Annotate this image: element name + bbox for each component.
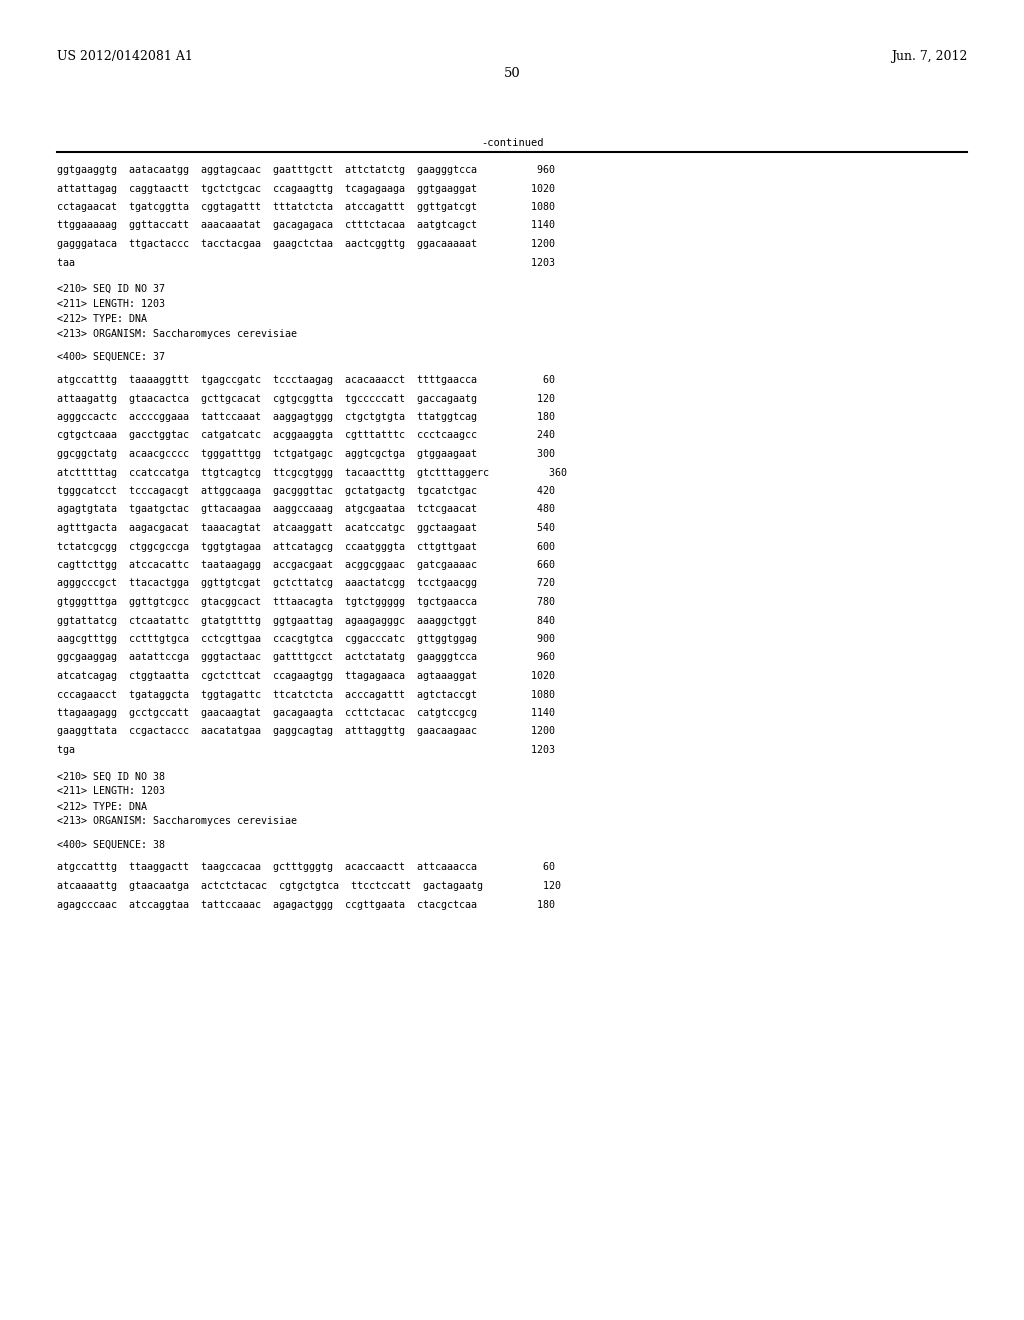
Text: <210> SEQ ID NO 38: <210> SEQ ID NO 38 (57, 771, 165, 781)
Text: gtgggtttga  ggttgtcgcc  gtacggcact  tttaacagta  tgtctggggg  tgctgaacca          : gtgggtttga ggttgtcgcc gtacggcact tttaaca… (57, 597, 555, 607)
Text: cagttcttgg  atccacattc  taataagagg  accgacgaat  acggcggaac  gatcgaaaac          : cagttcttgg atccacattc taataagagg accgacg… (57, 560, 555, 570)
Text: <210> SEQ ID NO 37: <210> SEQ ID NO 37 (57, 284, 165, 294)
Text: ggcggctatg  acaacgcccc  tgggatttgg  tctgatgagc  aggtcgctga  gtggaagaat          : ggcggctatg acaacgcccc tgggatttgg tctgatg… (57, 449, 555, 459)
Text: <213> ORGANISM: Saccharomyces cerevisiae: <213> ORGANISM: Saccharomyces cerevisiae (57, 329, 297, 339)
Text: atgccatttg  ttaaggactt  taagccacaa  gctttgggtg  acaccaactt  attcaaacca          : atgccatttg ttaaggactt taagccacaa gctttgg… (57, 862, 555, 873)
Text: ttagaagagg  gcctgccatt  gaacaagtat  gacagaagta  ccttctacac  catgtccgcg         1: ttagaagagg gcctgccatt gaacaagtat gacagaa… (57, 708, 555, 718)
Text: atgccatttg  taaaaggttt  tgagccgatc  tccctaagag  acacaaacct  ttttgaacca          : atgccatttg taaaaggttt tgagccgatc tccctaa… (57, 375, 555, 385)
Text: ggtattatcg  ctcaatattc  gtatgttttg  ggtgaattag  agaagagggc  aaaggctggt          : ggtattatcg ctcaatattc gtatgttttg ggtgaat… (57, 615, 555, 626)
Text: <213> ORGANISM: Saccharomyces cerevisiae: <213> ORGANISM: Saccharomyces cerevisiae (57, 817, 297, 826)
Text: <212> TYPE: DNA: <212> TYPE: DNA (57, 314, 147, 323)
Text: agtttgacta  aagacgacat  taaacagtat  atcaaggatt  acatccatgc  ggctaagaat          : agtttgacta aagacgacat taaacagtat atcaagg… (57, 523, 555, 533)
Text: cctagaacat  tgatcggtta  cggtagattt  tttatctcta  atccagattt  ggttgatcgt         1: cctagaacat tgatcggtta cggtagattt tttatct… (57, 202, 555, 213)
Text: ttggaaaaag  ggttaccatt  aaacaaatat  gacagagaca  ctttctacaa  aatgtcagct         1: ttggaaaaag ggttaccatt aaacaaatat gacagag… (57, 220, 555, 231)
Text: <400> SEQUENCE: 38: <400> SEQUENCE: 38 (57, 840, 165, 850)
Text: ggcgaaggag  aatattccga  gggtactaac  gattttgcct  actctatatg  gaagggtcca          : ggcgaaggag aatattccga gggtactaac gattttg… (57, 652, 555, 663)
Text: attattagag  caggtaactt  tgctctgcac  ccagaagttg  tcagagaaga  ggtgaaggat         1: attattagag caggtaactt tgctctgcac ccagaag… (57, 183, 555, 194)
Text: atcatcagag  ctggtaatta  cgctcttcat  ccagaagtgg  ttagagaaca  agtaaaggat         1: atcatcagag ctggtaatta cgctcttcat ccagaag… (57, 671, 555, 681)
Text: US 2012/0142081 A1: US 2012/0142081 A1 (57, 50, 193, 63)
Text: aagcgtttgg  cctttgtgca  cctcgttgaa  ccacgtgtca  cggacccatc  gttggtggag          : aagcgtttgg cctttgtgca cctcgttgaa ccacgtg… (57, 634, 555, 644)
Text: Jun. 7, 2012: Jun. 7, 2012 (891, 50, 967, 63)
Text: <211> LENGTH: 1203: <211> LENGTH: 1203 (57, 787, 165, 796)
Text: tga                                                                            1: tga 1 (57, 744, 555, 755)
Text: atcaaaattg  gtaacaatga  actctctacac  cgtgctgtca  ttcctccatt  gactagaatg         : atcaaaattg gtaacaatga actctctacac cgtgct… (57, 880, 561, 891)
Text: <211> LENGTH: 1203: <211> LENGTH: 1203 (57, 300, 165, 309)
Text: agagtgtata  tgaatgctac  gttacaagaa  aaggccaaag  atgcgaataa  tctcgaacat          : agagtgtata tgaatgctac gttacaagaa aaggcca… (57, 504, 555, 515)
Text: tgggcatcct  tcccagacgt  attggcaaga  gacgggttac  gctatgactg  tgcatctgac          : tgggcatcct tcccagacgt attggcaaga gacgggt… (57, 486, 555, 496)
Text: attaagattg  gtaacactca  gcttgcacat  cgtgcggtta  tgcccccatt  gaccagaatg          : attaagattg gtaacactca gcttgcacat cgtgcgg… (57, 393, 555, 404)
Text: agggccactc  accccggaaa  tattccaaat  aaggagtggg  ctgctgtgta  ttatggtcag          : agggccactc accccggaaa tattccaaat aaggagt… (57, 412, 555, 422)
Text: taa                                                                            1: taa 1 (57, 257, 555, 268)
Text: ggtgaaggtg  aatacaatgg  aggtagcaac  gaatttgctt  attctatctg  gaagggtcca          : ggtgaaggtg aatacaatgg aggtagcaac gaatttg… (57, 165, 555, 176)
Text: agagcccaac  atccaggtaa  tattccaaac  agagactggg  ccgttgaata  ctacgctcaa          : agagcccaac atccaggtaa tattccaaac agagact… (57, 899, 555, 909)
Text: <400> SEQUENCE: 37: <400> SEQUENCE: 37 (57, 352, 165, 362)
Text: <212> TYPE: DNA: <212> TYPE: DNA (57, 801, 147, 812)
Text: -continued: -continued (480, 139, 544, 148)
Text: gagggataca  ttgactaccc  tacctacgaa  gaagctctaa  aactcggttg  ggacaaaaat         1: gagggataca ttgactaccc tacctacgaa gaagctc… (57, 239, 555, 249)
Text: gaaggttata  ccgactaccc  aacatatgaa  gaggcagtag  atttaggttg  gaacaagaac         1: gaaggttata ccgactaccc aacatatgaa gaggcag… (57, 726, 555, 737)
Text: agggcccgct  ttacactgga  ggttgtcgat  gctcttatcg  aaactatcgg  tcctgaacgg          : agggcccgct ttacactgga ggttgtcgat gctctta… (57, 578, 555, 589)
Text: tctatcgcgg  ctggcgccga  tggtgtagaa  attcatagcg  ccaatgggta  cttgttgaat          : tctatcgcgg ctggcgccga tggtgtagaa attcata… (57, 541, 555, 552)
Text: 50: 50 (504, 67, 520, 81)
Text: atctttttag  ccatccatga  ttgtcagtcg  ttcgcgtggg  tacaactttg  gtctttaggerc        : atctttttag ccatccatga ttgtcagtcg ttcgcgt… (57, 467, 567, 478)
Text: cgtgctcaaa  gacctggtac  catgatcatc  acggaaggta  cgtttatttc  ccctcaagcc          : cgtgctcaaa gacctggtac catgatcatc acggaag… (57, 430, 555, 441)
Text: cccagaacct  tgataggcta  tggtagattc  ttcatctcta  acccagattt  agtctaccgt         1: cccagaacct tgataggcta tggtagattc ttcatct… (57, 689, 555, 700)
